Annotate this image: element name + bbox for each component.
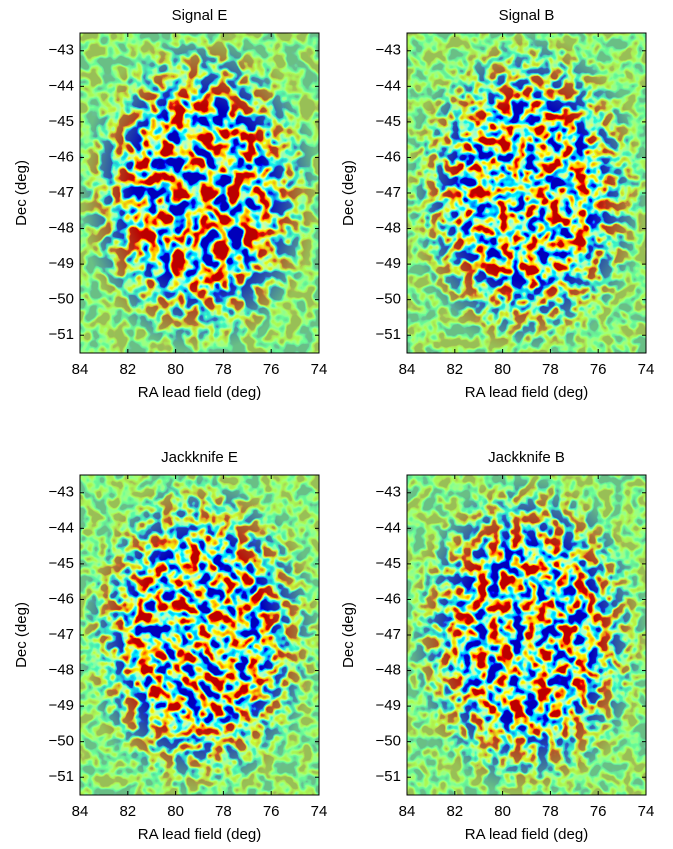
y-tick-label: −46 bbox=[376, 590, 401, 607]
y-axis-label: Dec (deg) bbox=[340, 160, 357, 226]
y-tick-label: −47 bbox=[376, 626, 401, 643]
x-tick-label: 82 bbox=[446, 361, 463, 378]
y-axis-label: Dec (deg) bbox=[13, 602, 30, 668]
x-tick-label: 76 bbox=[590, 361, 607, 378]
x-tick-label: 74 bbox=[638, 803, 655, 820]
chart-title: Signal E bbox=[172, 7, 228, 24]
y-tick-label: −48 bbox=[376, 220, 401, 237]
y-tick-label: −46 bbox=[376, 148, 401, 165]
y-axis-label: Dec (deg) bbox=[340, 602, 357, 668]
chart-title: Signal B bbox=[499, 7, 555, 24]
y-tick-label: −50 bbox=[376, 733, 401, 750]
y-tick-label: −49 bbox=[49, 255, 74, 272]
y-tick-label: −48 bbox=[376, 662, 401, 679]
edge-fade bbox=[80, 475, 319, 795]
chart-title: Jackknife B bbox=[488, 449, 565, 466]
x-tick-label: 82 bbox=[446, 803, 463, 820]
y-tick-label: −44 bbox=[49, 519, 74, 536]
y-tick-label: −44 bbox=[376, 77, 401, 94]
y-tick-label: −51 bbox=[49, 768, 74, 785]
y-tick-label: −43 bbox=[49, 484, 74, 501]
y-tick-label: −48 bbox=[49, 220, 74, 237]
x-axis-label: RA lead field (deg) bbox=[138, 384, 261, 401]
x-axis-label: RA lead field (deg) bbox=[138, 826, 261, 843]
x-tick-label: 80 bbox=[494, 803, 511, 820]
y-tick-label: −45 bbox=[49, 113, 74, 130]
x-tick-label: 84 bbox=[399, 803, 416, 820]
y-tick-label: −46 bbox=[49, 148, 74, 165]
y-tick-label: −49 bbox=[376, 255, 401, 272]
x-axis-label: RA lead field (deg) bbox=[465, 826, 588, 843]
y-tick-label: −43 bbox=[376, 42, 401, 59]
y-tick-label: −50 bbox=[376, 291, 401, 308]
x-tick-label: 84 bbox=[72, 803, 89, 820]
y-tick-label: −51 bbox=[376, 326, 401, 343]
y-tick-label: −43 bbox=[49, 42, 74, 59]
x-tick-label: 84 bbox=[72, 361, 89, 378]
y-tick-label: −44 bbox=[49, 77, 74, 94]
x-tick-label: 84 bbox=[399, 361, 416, 378]
edge-fade bbox=[407, 475, 646, 795]
y-tick-label: −50 bbox=[49, 733, 74, 750]
y-tick-label: −48 bbox=[49, 662, 74, 679]
y-tick-label: −47 bbox=[49, 184, 74, 201]
y-tick-label: −45 bbox=[376, 555, 401, 572]
x-tick-label: 76 bbox=[590, 803, 607, 820]
x-tick-label: 82 bbox=[119, 361, 136, 378]
x-axis-label: RA lead field (deg) bbox=[465, 384, 588, 401]
x-tick-label: 78 bbox=[542, 803, 559, 820]
y-tick-label: −46 bbox=[49, 590, 74, 607]
x-tick-label: 78 bbox=[215, 803, 232, 820]
x-tick-label: 80 bbox=[167, 361, 184, 378]
edge-fade bbox=[407, 33, 646, 353]
y-tick-label: −45 bbox=[49, 555, 74, 572]
y-tick-label: −43 bbox=[376, 484, 401, 501]
y-tick-label: −49 bbox=[49, 697, 74, 714]
y-tick-label: −45 bbox=[376, 113, 401, 130]
x-tick-label: 82 bbox=[119, 803, 136, 820]
y-tick-label: −47 bbox=[376, 184, 401, 201]
y-tick-label: −51 bbox=[376, 768, 401, 785]
x-tick-label: 76 bbox=[263, 361, 280, 378]
x-tick-label: 80 bbox=[494, 361, 511, 378]
edge-fade bbox=[80, 33, 319, 353]
y-tick-label: −47 bbox=[49, 626, 74, 643]
x-tick-label: 74 bbox=[311, 803, 328, 820]
y-tick-label: −50 bbox=[49, 291, 74, 308]
x-tick-label: 74 bbox=[638, 361, 655, 378]
chart-title: Jackknife E bbox=[161, 449, 238, 466]
y-tick-label: −51 bbox=[49, 326, 74, 343]
x-tick-label: 74 bbox=[311, 361, 328, 378]
y-tick-label: −49 bbox=[376, 697, 401, 714]
x-tick-label: 78 bbox=[542, 361, 559, 378]
x-tick-label: 76 bbox=[263, 803, 280, 820]
x-tick-label: 78 bbox=[215, 361, 232, 378]
y-tick-label: −44 bbox=[376, 519, 401, 536]
y-axis-label: Dec (deg) bbox=[13, 160, 30, 226]
x-tick-label: 80 bbox=[167, 803, 184, 820]
